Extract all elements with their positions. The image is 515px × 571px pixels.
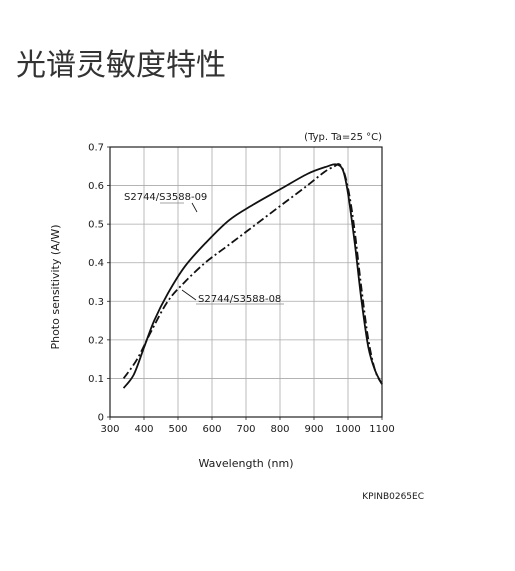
x-tick-label: 600 — [202, 424, 221, 435]
y-tick-label: 0.5 — [88, 220, 104, 231]
x-tick-label: 400 — [134, 424, 153, 435]
series-line-s2744-s3588-09 — [122, 163, 383, 389]
x-tick-label: 700 — [236, 424, 255, 435]
grid-layer — [110, 147, 382, 417]
x-tick-label: 300 — [100, 424, 119, 435]
series-line-s2744-s3588-08 — [122, 163, 383, 385]
y-axis-title: Photo sensitivity (A/W) — [49, 224, 62, 349]
series-label-leader-09-tick — [191, 202, 198, 213]
x-tick-labels: 300 400 500 600 700 800 900 1000 1100 — [100, 417, 395, 435]
y-tick-label: 0.6 — [88, 181, 104, 192]
series-label-08: S2744/S3588-08 — [198, 294, 281, 305]
x-tick-label: 900 — [304, 424, 323, 435]
y-tick-label: 0.7 — [88, 143, 104, 154]
series-label-leader-08 — [181, 289, 197, 301]
series-label-09: S2744/S3588-09 — [124, 192, 207, 203]
y-tick-label: 0.4 — [88, 258, 104, 269]
y-tick-label: 0.2 — [88, 335, 104, 346]
x-axis-title: Wavelength (nm) — [198, 457, 293, 470]
y-tick-label: 0.1 — [88, 374, 104, 385]
condition-label: (Typ. Ta=25 °C) — [304, 132, 382, 143]
figure-code: KPINB0265EC — [362, 492, 424, 502]
y-tick-labels: 0 0.1 0.2 0.3 0.4 0.5 0.6 0.7 — [88, 143, 110, 424]
x-tick-label: 500 — [168, 424, 187, 435]
series-layer — [122, 163, 383, 389]
x-tick-label: 1100 — [369, 424, 394, 435]
x-tick-label: 1000 — [335, 424, 360, 435]
y-tick-label: 0 — [98, 413, 104, 424]
page-heading: 光谱灵敏度特性 — [16, 48, 226, 83]
y-tick-label: 0.3 — [88, 297, 104, 308]
x-tick-label: 800 — [270, 424, 289, 435]
